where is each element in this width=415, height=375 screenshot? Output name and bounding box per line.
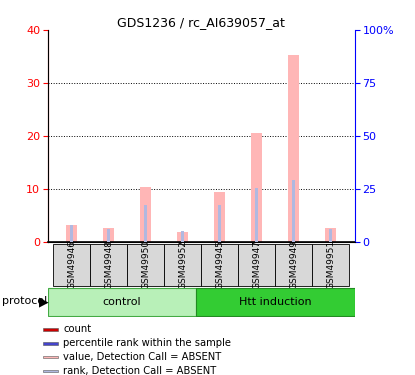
Bar <box>90 243 127 286</box>
Bar <box>218 205 222 242</box>
Bar <box>201 243 238 286</box>
Bar <box>70 225 73 242</box>
Bar <box>43 356 58 358</box>
Text: GSM49946: GSM49946 <box>67 240 76 289</box>
Text: GSM49945: GSM49945 <box>215 240 224 289</box>
Bar <box>43 328 58 331</box>
Bar <box>292 180 295 242</box>
Bar <box>144 240 147 242</box>
Bar <box>196 288 355 316</box>
Bar <box>292 240 295 242</box>
Text: ▶: ▶ <box>39 295 48 308</box>
Bar <box>107 239 110 240</box>
Text: GSM49949: GSM49949 <box>289 240 298 289</box>
Bar <box>325 228 336 242</box>
Bar <box>54 243 90 286</box>
Bar <box>181 239 184 240</box>
Text: GSM49948: GSM49948 <box>104 240 113 289</box>
Bar <box>43 342 58 345</box>
Bar <box>255 239 259 240</box>
Bar <box>144 205 147 242</box>
Bar <box>251 133 262 242</box>
Text: rank, Detection Call = ABSENT: rank, Detection Call = ABSENT <box>63 366 217 375</box>
Bar <box>255 240 259 242</box>
Bar <box>127 243 164 286</box>
Text: percentile rank within the sample: percentile rank within the sample <box>63 338 231 348</box>
Bar <box>214 192 225 242</box>
Bar <box>144 239 147 240</box>
Bar <box>140 187 151 242</box>
Text: GSM49947: GSM49947 <box>252 240 261 289</box>
Bar <box>107 229 110 242</box>
Bar <box>70 240 73 242</box>
Bar <box>255 188 259 242</box>
Bar <box>288 56 299 242</box>
Text: count: count <box>63 324 91 334</box>
Bar <box>312 243 349 286</box>
Bar <box>107 240 110 242</box>
Bar <box>292 239 295 240</box>
Title: GDS1236 / rc_AI639057_at: GDS1236 / rc_AI639057_at <box>117 16 285 29</box>
Bar <box>66 225 77 242</box>
Text: Htt induction: Htt induction <box>239 297 312 307</box>
Bar <box>239 243 275 286</box>
Bar <box>103 228 114 242</box>
Bar <box>177 232 188 242</box>
Text: GSM49950: GSM49950 <box>141 240 150 290</box>
Bar <box>329 239 332 240</box>
Bar <box>70 239 73 240</box>
Bar <box>218 239 222 240</box>
Bar <box>164 243 201 286</box>
Bar <box>181 240 184 242</box>
Text: GSM49951: GSM49951 <box>326 240 335 290</box>
Bar <box>276 243 312 286</box>
Bar <box>329 229 332 242</box>
Text: protocol: protocol <box>2 297 47 306</box>
Bar <box>48 288 196 316</box>
Text: value, Detection Call = ABSENT: value, Detection Call = ABSENT <box>63 352 222 362</box>
Bar <box>329 240 332 242</box>
Bar <box>218 240 222 242</box>
Bar <box>43 370 58 372</box>
Text: control: control <box>103 297 141 307</box>
Bar <box>181 231 184 242</box>
Text: GSM49952: GSM49952 <box>178 240 187 289</box>
